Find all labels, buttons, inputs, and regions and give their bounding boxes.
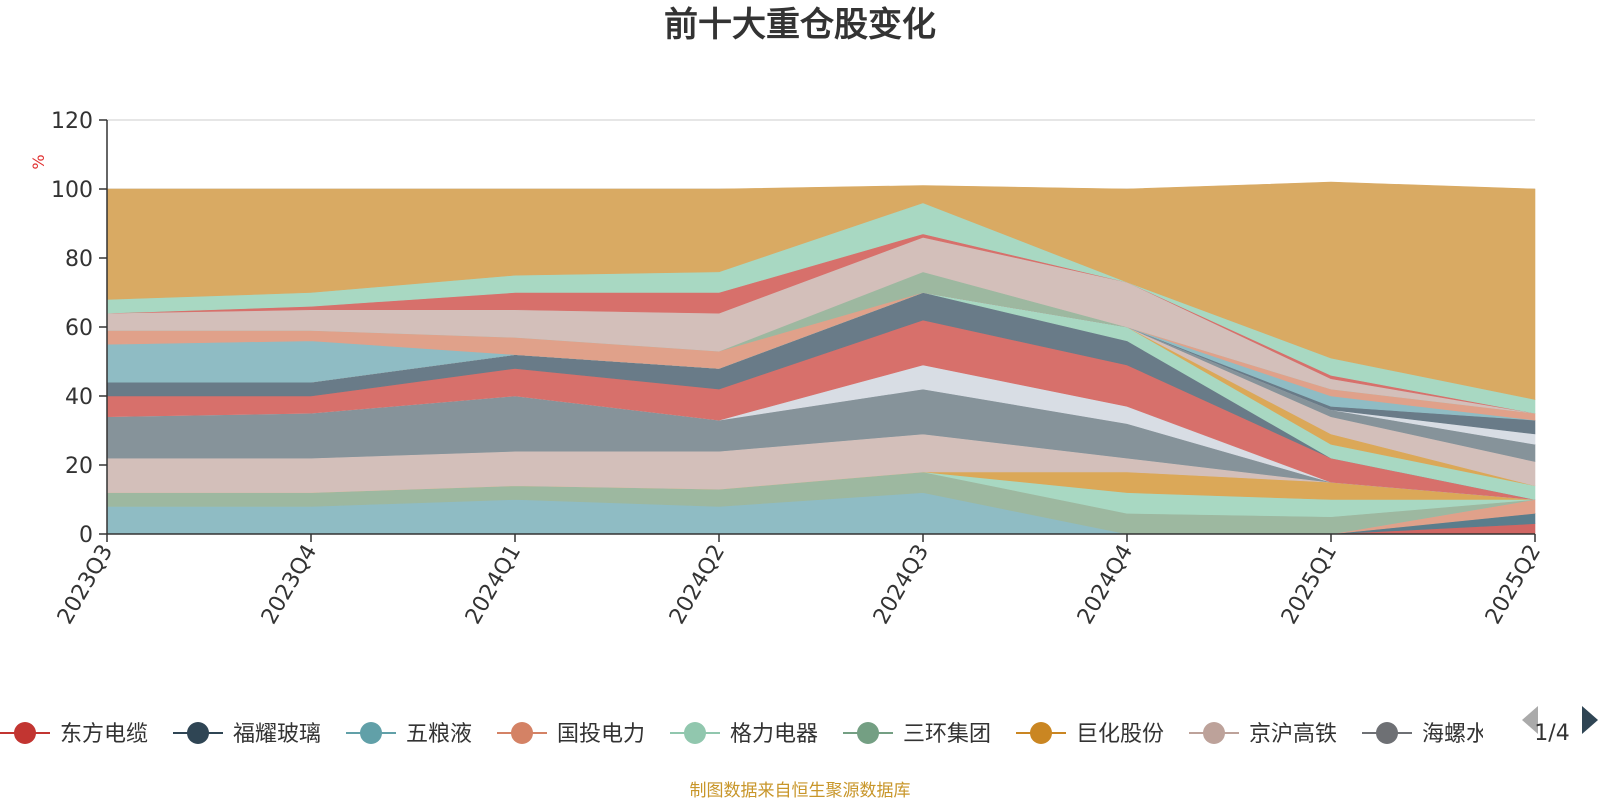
y-tick-label: 120	[51, 109, 93, 134]
legend-item[interactable]: 格力电器	[670, 722, 818, 747]
legend-circle-marker	[187, 722, 209, 744]
legend-items: 东方电缆 福耀玻璃 五粮液 国投电力 格力电器 三环集团 巨化股份 京沪高铁 海螺水泥	[0, 722, 1510, 747]
legend-item[interactable]: 东方电缆	[0, 722, 148, 747]
legend-label: 海螺水泥	[1422, 722, 1510, 747]
legend-label: 格力电器	[730, 722, 818, 747]
legend-label: 京沪高铁	[1249, 722, 1337, 747]
legend-item[interactable]: 三环集团	[843, 722, 991, 747]
x-tick-label: 2024Q3	[869, 541, 934, 629]
legend-item[interactable]: 海螺水泥	[1362, 722, 1510, 747]
legend-item[interactable]: 福耀玻璃	[173, 722, 321, 747]
y-tick-label: 80	[65, 247, 93, 272]
legend-label: 巨化股份	[1076, 722, 1164, 747]
x-tick-label: 2023Q3	[53, 541, 118, 629]
x-tick-label: 2024Q1	[461, 541, 526, 629]
legend: 东方电缆 福耀玻璃 五粮液 国投电力 格力电器 三环集团 巨化股份 京沪高铁 海螺水泥	[0, 722, 1510, 747]
legend-circle-marker	[1030, 722, 1052, 744]
y-tick-label: 100	[51, 178, 93, 203]
chart-title: 前十大重仓股变化	[664, 5, 936, 45]
x-tick-label: 2024Q2	[665, 541, 730, 629]
data-source-note: 制图数据来自恒生聚源数据库	[690, 781, 911, 800]
legend-circle-marker	[1376, 722, 1398, 744]
x-tick-label: 2025Q2	[1481, 541, 1546, 629]
x-axis-ticks: 2023Q3 2023Q4 2024Q1 2024Q2 2024Q3 2024Q4 2025…	[53, 534, 1546, 629]
area-series-group	[106, 181, 1536, 535]
legend-circle-marker	[684, 722, 706, 744]
y-tick-label: 40	[65, 385, 93, 410]
y-axis-ticks: 0 20 40 60 80 100 120	[51, 109, 107, 548]
legend-label: 国投电力	[557, 722, 645, 747]
area-series-25	[106, 181, 1536, 400]
legend-item[interactable]: 国投电力	[497, 722, 645, 747]
legend-label: 三环集团	[903, 722, 991, 747]
legend-label: 福耀玻璃	[233, 722, 321, 747]
x-tick-label: 2025Q1	[1277, 541, 1342, 629]
legend-circle-marker	[360, 722, 382, 744]
legend-circle-marker	[1203, 722, 1225, 744]
y-tick-label: 20	[65, 454, 93, 479]
legend-label: 五粮液	[406, 722, 472, 747]
legend-circle-marker	[14, 722, 36, 744]
legend-item[interactable]: 五粮液	[346, 722, 472, 747]
x-tick-label: 2024Q4	[1073, 541, 1138, 629]
legend-item[interactable]: 巨化股份	[1016, 722, 1164, 747]
legend-prev-page-icon[interactable]	[1522, 706, 1538, 734]
legend-next-page-icon[interactable]	[1582, 706, 1598, 734]
legend-item[interactable]: 京沪高铁	[1189, 722, 1337, 747]
legend-pager: 1/4	[1522, 706, 1598, 746]
y-tick-label: 60	[65, 316, 93, 341]
legend-circle-marker	[857, 722, 879, 744]
legend-circle-marker	[511, 722, 533, 744]
y-axis-unit: %	[29, 154, 48, 169]
x-tick-label: 2023Q4	[257, 541, 322, 629]
legend-page-indicator: 1/4	[1534, 721, 1569, 746]
y-tick-label: 0	[79, 523, 93, 548]
legend-label: 东方电缆	[60, 722, 148, 747]
